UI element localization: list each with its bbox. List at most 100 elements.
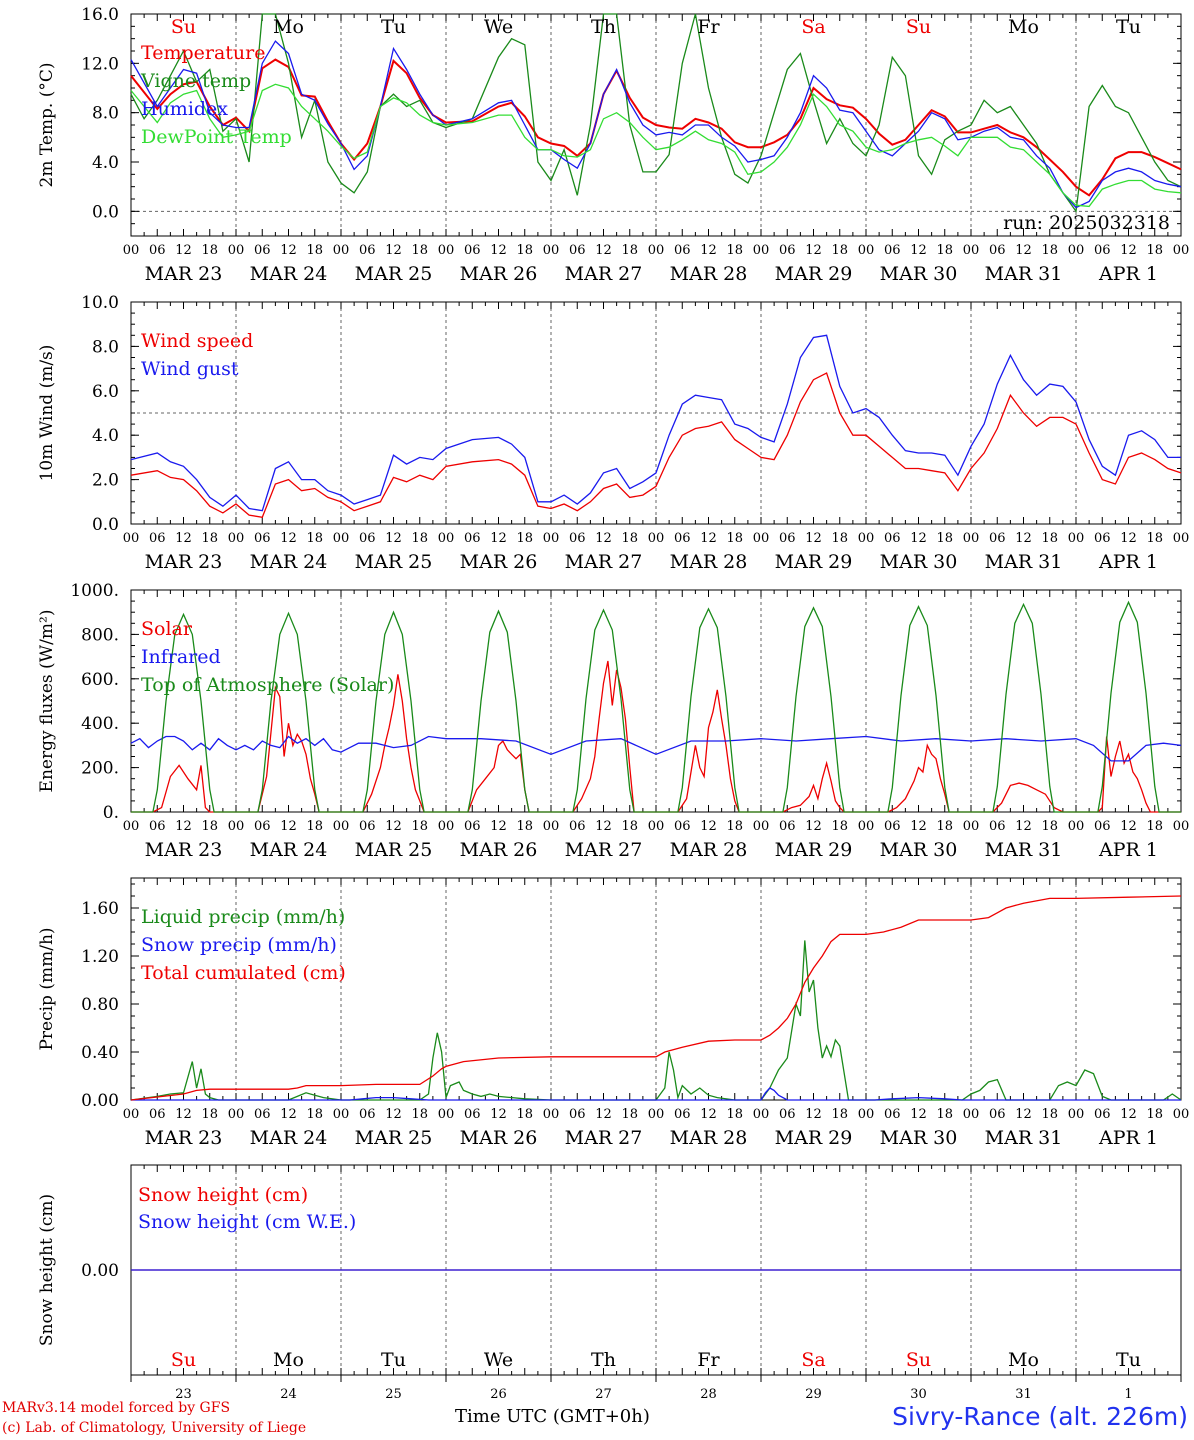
hour-tick-label: 06 bbox=[359, 1107, 376, 1122]
hour-tick-label: 06 bbox=[779, 1107, 796, 1122]
hour-tick-label: 06 bbox=[149, 819, 166, 834]
hour-tick-label: 18 bbox=[306, 243, 323, 258]
hour-tick-label: 00 bbox=[543, 243, 560, 258]
hour-tick-label: 06 bbox=[674, 819, 691, 834]
lab-credit: (c) Lab. of Climatology, University of L… bbox=[2, 1420, 307, 1436]
hour-tick-label: 12 bbox=[280, 243, 297, 258]
legend-entry: Humidex bbox=[141, 98, 228, 120]
hour-tick-label: 06 bbox=[569, 1107, 586, 1122]
day-number: 23 bbox=[175, 1387, 192, 1402]
y-tick-label: 16.0 bbox=[81, 5, 119, 25]
hour-tick-label: 12 bbox=[595, 819, 612, 834]
hour-tick-label: 06 bbox=[674, 243, 691, 258]
hour-tick-label: 18 bbox=[516, 819, 533, 834]
day-name-bottom: Mo bbox=[1008, 1349, 1039, 1371]
y-axis-label: 10m Wind (m/s) bbox=[37, 345, 57, 482]
hour-tick-label: 00 bbox=[1173, 243, 1190, 258]
date-label: MAR 27 bbox=[565, 551, 643, 573]
hour-tick-label: 00 bbox=[333, 243, 350, 258]
hour-tick-label: 12 bbox=[490, 531, 507, 546]
hour-tick-label: 18 bbox=[831, 531, 848, 546]
hour-tick-label: 18 bbox=[306, 819, 323, 834]
y-axis-label: 2m Temp. (°C) bbox=[37, 62, 57, 187]
y-tick-label: 600. bbox=[81, 670, 119, 690]
hour-tick-label: 00 bbox=[228, 243, 245, 258]
hour-tick-label: 12 bbox=[175, 1107, 192, 1122]
hour-tick-label: 00 bbox=[228, 819, 245, 834]
panel-1: 16.0 12.0 8.0 4.0 0.0 2m Temp. (°C) Temperatur… bbox=[37, 5, 1189, 285]
hour-tick-label: 06 bbox=[359, 243, 376, 258]
legend-entry: Wind speed bbox=[141, 330, 253, 352]
hour-tick-label: 12 bbox=[1120, 819, 1137, 834]
hour-tick-label: 00 bbox=[228, 531, 245, 546]
hour-tick-label: 18 bbox=[831, 243, 848, 258]
date-label: MAR 29 bbox=[775, 263, 853, 285]
hour-tick-label: 00 bbox=[438, 1107, 455, 1122]
panel-3: 1000. 800. 600. 400. 200. 0. Energy fluxes (W/… bbox=[37, 581, 1189, 861]
hour-tick-label: 12 bbox=[385, 819, 402, 834]
date-label: MAR 26 bbox=[460, 839, 538, 861]
legend-entry: Solar bbox=[141, 618, 193, 640]
hour-tick-label: 12 bbox=[1015, 819, 1032, 834]
hour-tick-label: 06 bbox=[779, 531, 796, 546]
day-name-top: We bbox=[484, 16, 513, 38]
y-tick-label: 0. bbox=[103, 803, 119, 823]
hour-tick-label: 00 bbox=[543, 531, 560, 546]
date-label: MAR 26 bbox=[460, 551, 538, 573]
hour-tick-label: 18 bbox=[1146, 243, 1163, 258]
hour-tick-label: 00 bbox=[858, 243, 875, 258]
series-line-snow-precip-mm-h- bbox=[131, 1087, 1181, 1101]
hour-tick-label: 06 bbox=[254, 819, 271, 834]
panel-2: 10.0 8.0 6.0 4.0 2.0 0.0 10m Wind (m/s) Wind sp… bbox=[37, 293, 1189, 573]
hour-tick-label: 18 bbox=[201, 1107, 218, 1122]
hour-tick-label: 00 bbox=[1068, 819, 1085, 834]
day-name-top: Fr bbox=[697, 16, 720, 38]
hour-tick-label: 00 bbox=[648, 243, 665, 258]
hour-tick-label: 06 bbox=[254, 243, 271, 258]
hour-tick-label: 18 bbox=[831, 1107, 848, 1122]
y-tick-label: 200. bbox=[81, 759, 119, 779]
hour-tick-label: 00 bbox=[648, 531, 665, 546]
hour-tick-label: 06 bbox=[254, 531, 271, 546]
hour-tick-label: 00 bbox=[438, 531, 455, 546]
hour-tick-label: 00 bbox=[438, 819, 455, 834]
hour-tick-label: 18 bbox=[621, 819, 638, 834]
legend-entry: Snow height (cm W.E.) bbox=[138, 1211, 356, 1233]
hour-tick-label: 18 bbox=[411, 1107, 428, 1122]
hour-tick-label: 06 bbox=[779, 243, 796, 258]
y-tick-label: 800. bbox=[81, 625, 119, 645]
series-line-dewpoint-temp bbox=[130, 83, 1182, 208]
hour-tick-label: 12 bbox=[280, 1107, 297, 1122]
day-number: 31 bbox=[1015, 1387, 1032, 1402]
hour-tick-label: 18 bbox=[621, 531, 638, 546]
hour-tick-label: 12 bbox=[805, 1107, 822, 1122]
series-line-wind-speed bbox=[130, 372, 1182, 519]
hour-tick-label: 12 bbox=[595, 243, 612, 258]
hour-tick-label: 06 bbox=[989, 243, 1006, 258]
date-label: MAR 24 bbox=[250, 1127, 328, 1149]
day-name-bottom: Su bbox=[171, 1349, 196, 1371]
hour-tick-label: 06 bbox=[1094, 819, 1111, 834]
hour-tick-label: 12 bbox=[385, 531, 402, 546]
y-tick-label: 0.0 bbox=[92, 202, 119, 222]
series-line-temperature bbox=[130, 58, 1182, 197]
day-name-top: Su bbox=[171, 16, 196, 38]
date-label: MAR 23 bbox=[145, 263, 223, 285]
hour-tick-label: 12 bbox=[910, 819, 927, 834]
hour-tick-label: 12 bbox=[490, 819, 507, 834]
hour-tick-label: 18 bbox=[936, 1107, 953, 1122]
hour-tick-label: 12 bbox=[1015, 531, 1032, 546]
hour-tick-label: 18 bbox=[516, 1107, 533, 1122]
day-name-top: Su bbox=[906, 16, 931, 38]
hour-tick-label: 00 bbox=[963, 243, 980, 258]
hour-tick-label: 06 bbox=[464, 243, 481, 258]
legend-entry: Infrared bbox=[141, 646, 221, 668]
day-name-top: Mo bbox=[273, 16, 304, 38]
hour-tick-label: 12 bbox=[700, 819, 717, 834]
hour-tick-label: 12 bbox=[490, 1107, 507, 1122]
hour-tick-label: 00 bbox=[333, 531, 350, 546]
run-label: run: 2025032318 bbox=[1003, 212, 1170, 234]
hour-tick-label: 00 bbox=[1068, 243, 1085, 258]
hour-tick-label: 18 bbox=[201, 243, 218, 258]
date-label: MAR 23 bbox=[145, 1127, 223, 1149]
